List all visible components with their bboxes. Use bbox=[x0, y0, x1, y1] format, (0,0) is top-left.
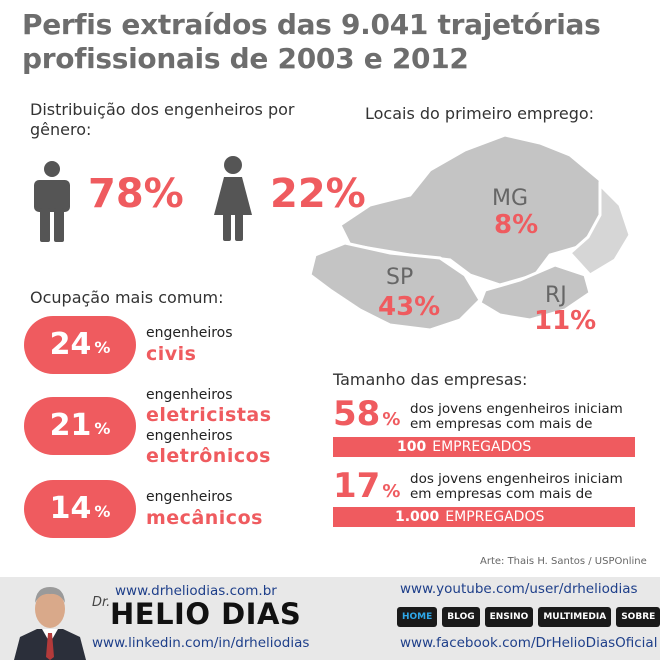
occupation-label-small: engenheiros bbox=[146, 325, 233, 341]
map-pct-sp: 43% bbox=[378, 292, 441, 322]
size-bar: 1.000 EMPREGADOS bbox=[333, 507, 635, 527]
first-job-heading: Locais do primeiro emprego: bbox=[365, 104, 595, 123]
footer-banner: www.drheliodias.com.br Dr. HELIO DIAS ww… bbox=[0, 577, 660, 660]
map-region-es bbox=[567, 181, 632, 277]
size-text-line: dos jovens engenheiros iniciam bbox=[410, 471, 623, 487]
southeast-map bbox=[308, 133, 632, 332]
nav-sobre-button[interactable]: SOBRE bbox=[616, 607, 660, 627]
male-percentage: 78% bbox=[88, 171, 184, 217]
occupation-pct-badge: 24% bbox=[24, 316, 136, 374]
occupation-label-big: mecânicos bbox=[146, 507, 263, 529]
percent-sign: % bbox=[382, 481, 401, 502]
occupation-label-small: engenheiros bbox=[146, 428, 233, 444]
map-label-sp: SP bbox=[386, 265, 414, 290]
nav-blog-button[interactable]: BLOG bbox=[442, 607, 480, 627]
company-size-heading: Tamanho das empresas: bbox=[333, 370, 528, 389]
map-pct-mg: 8% bbox=[494, 210, 539, 240]
percent-sign: % bbox=[382, 409, 401, 430]
size-text-line: dos jovens engenheiros iniciam bbox=[410, 401, 623, 417]
map-region-rj bbox=[478, 263, 592, 322]
size-bar-label: EMPREGADOS bbox=[445, 509, 545, 525]
size-bar-number: 1.000 bbox=[395, 509, 440, 525]
percent-sign: % bbox=[94, 337, 111, 357]
art-credit: Arte: Thais H. Santos / USPOnline bbox=[480, 556, 647, 567]
portrait-photo bbox=[12, 579, 88, 660]
occupation-heading: Ocupação mais comum: bbox=[30, 288, 224, 307]
facebook-link[interactable]: www.facebook.com/DrHelioDiasOficial bbox=[400, 635, 658, 651]
size-bar: 100 EMPREGADOS bbox=[333, 437, 635, 457]
occupation-pct-value: 14 bbox=[49, 491, 92, 526]
map-pct-rj: 11% bbox=[534, 306, 597, 336]
percent-sign: % bbox=[94, 501, 111, 521]
nav-multimedia-button[interactable]: MULTIMEDIA bbox=[538, 607, 612, 627]
page-title: Perfis extraídos das 9.041 trajetórias p… bbox=[22, 8, 601, 75]
nav-home-button[interactable]: HOME bbox=[397, 607, 438, 627]
size-pct-number: 17 bbox=[333, 466, 381, 506]
map-region-sp bbox=[308, 241, 482, 332]
size-bar-number: 100 bbox=[397, 439, 427, 455]
female-percentage: 22% bbox=[270, 171, 366, 217]
youtube-link[interactable]: www.youtube.com/user/drheliodias bbox=[400, 581, 638, 597]
occupation-pct-value: 21 bbox=[49, 408, 92, 443]
occupation-label-big: eletrônicos bbox=[146, 445, 271, 467]
size-pct-value: 17% bbox=[333, 468, 400, 510]
linkedin-link[interactable]: www.linkedin.com/in/drheliodias bbox=[92, 635, 310, 651]
gender-heading: Distribuição dos engenheiros por gênero: bbox=[30, 100, 295, 139]
occupation-pct-value: 24 bbox=[49, 327, 92, 362]
percent-sign: % bbox=[94, 418, 111, 438]
occupation-label-big: civis bbox=[146, 343, 197, 365]
map-label-rj: RJ bbox=[545, 283, 567, 308]
nav-ensino-button[interactable]: ENSINO bbox=[484, 607, 534, 627]
male-person-icon bbox=[34, 161, 70, 242]
occupation-label-small: engenheiros bbox=[146, 387, 233, 403]
size-pct-number: 58 bbox=[333, 394, 381, 434]
footer-nav: HOME BLOG ENSINO MULTIMEDIA SOBRE bbox=[397, 607, 660, 627]
map-label-mg: MG bbox=[492, 186, 529, 211]
brand-dr: Dr. bbox=[92, 595, 111, 610]
occupation-pct-badge: 14% bbox=[24, 480, 136, 538]
size-text-line: em empresas com mais de bbox=[410, 416, 593, 432]
size-bar-label: EMPREGADOS bbox=[432, 439, 532, 455]
occupation-pct-badge: 21% bbox=[24, 397, 136, 455]
site-link[interactable]: www.drheliodias.com.br bbox=[115, 583, 277, 599]
female-person-icon bbox=[214, 156, 252, 241]
size-text-line: em empresas com mais de bbox=[410, 486, 593, 502]
brand-name: HELIO DIAS bbox=[110, 597, 302, 631]
size-pct-value: 58% bbox=[333, 396, 400, 438]
occupation-label-big: eletricistas bbox=[146, 404, 272, 426]
occupation-label-small: engenheiros bbox=[146, 489, 233, 505]
